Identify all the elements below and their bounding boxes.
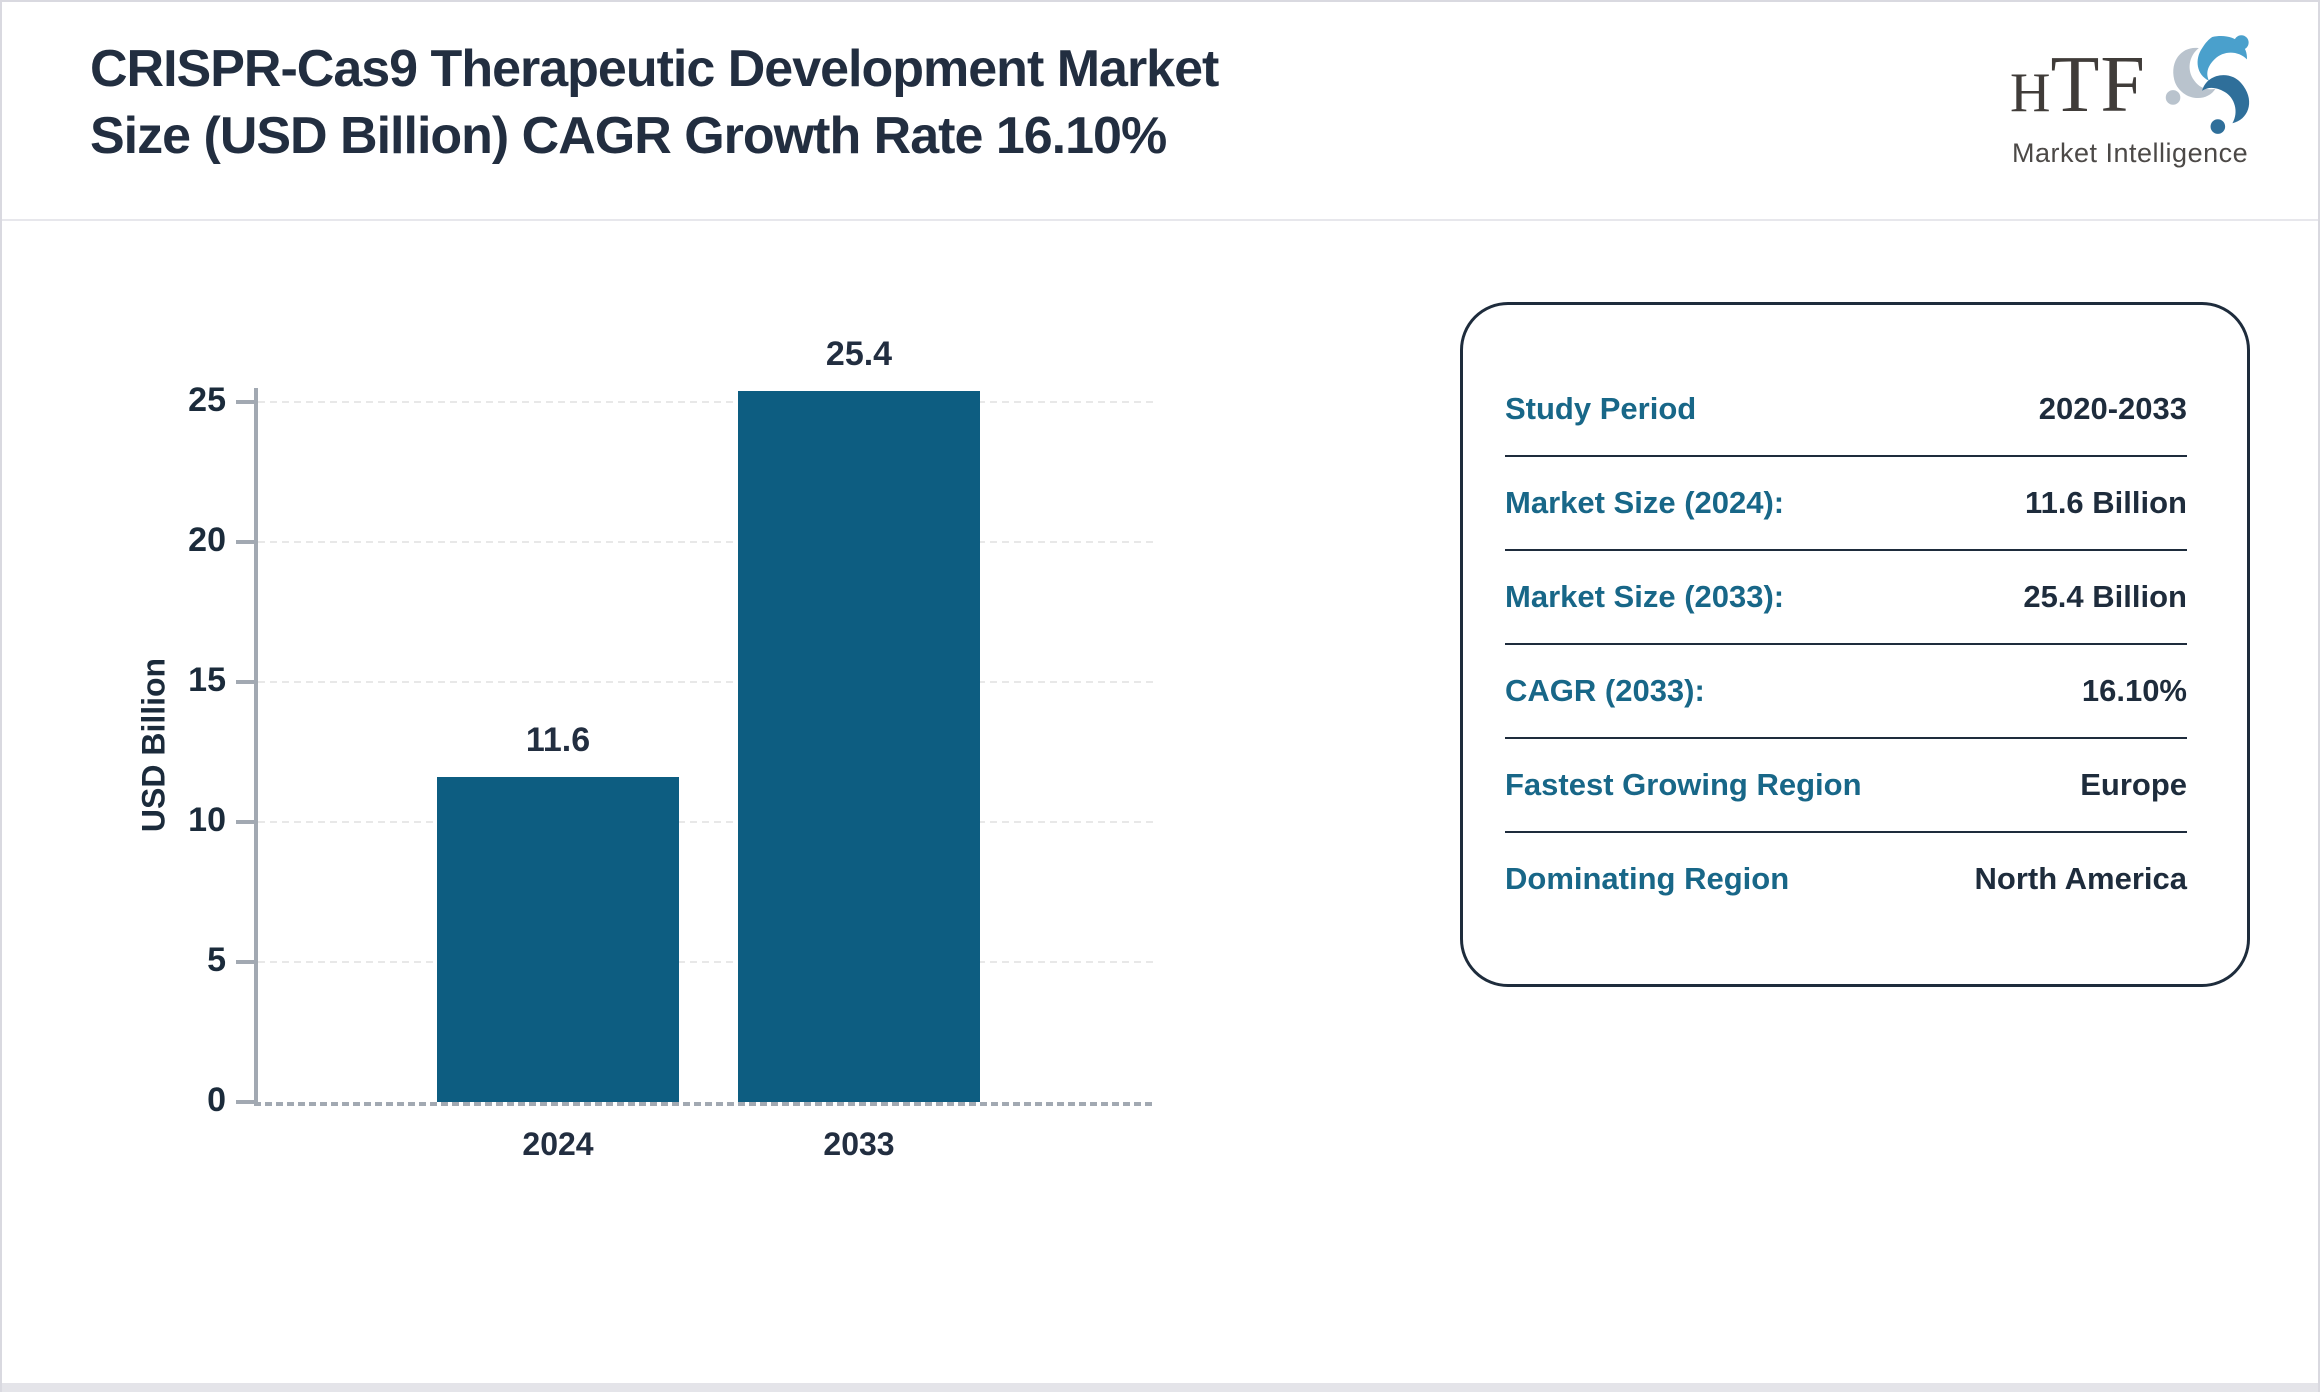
y-axis-line xyxy=(254,388,258,1106)
header-divider xyxy=(2,219,2318,221)
y-tick-mark xyxy=(236,820,254,824)
bar-chart: USD Billion 0 5 10 15 20 25 11.6 2024 25.4 2033 xyxy=(2,232,1242,1192)
bar-value-label: 11.6 xyxy=(525,721,591,760)
htf-logo-tf: TF xyxy=(2050,41,2146,129)
bottom-border-band xyxy=(2,1383,2318,1392)
gridline-y20 xyxy=(258,541,1155,543)
info-row-dominating-region: Dominating Region North America xyxy=(1505,833,2187,925)
info-value: North America xyxy=(1974,861,2187,896)
x-tick-label: 2033 xyxy=(823,1126,895,1162)
info-label: CAGR (2033): xyxy=(1505,673,1705,708)
gridline-y15 xyxy=(258,681,1155,683)
y-tick-mark xyxy=(236,680,254,684)
gridline-y25 xyxy=(258,401,1155,403)
y-tick-label: 0 xyxy=(207,1081,226,1119)
gridline-y10 xyxy=(258,821,1155,823)
info-row-market-size-2024: Market Size (2024): 11.6 Billion xyxy=(1505,457,2187,551)
gridline-y5 xyxy=(258,961,1155,963)
info-row-market-size-2033: Market Size (2033): 25.4 Billion xyxy=(1505,551,2187,645)
info-value: 16.10% xyxy=(2081,673,2187,708)
htf-logo-tagline: Market Intelligence xyxy=(2012,138,2249,168)
info-label: Study Period xyxy=(1505,391,1697,426)
header: CRISPR-Cas9 Therapeutic Development Mark… xyxy=(2,2,2318,219)
y-tick-label: 20 xyxy=(188,521,226,559)
page-title-line1: CRISPR-Cas9 Therapeutic Development Mark… xyxy=(90,40,1219,98)
htf-logo: HTF Market Intelligence xyxy=(2010,32,2270,168)
y-tick-label: 5 xyxy=(207,941,226,979)
htf-logo-h: H xyxy=(2010,62,2051,124)
info-value: 25.4 Billion xyxy=(2023,579,2187,614)
market-summary-panel: Study Period 2020-2033 Market Size (2024… xyxy=(1460,302,2250,987)
info-value: Europe xyxy=(2080,767,2187,802)
y-tick-mark xyxy=(236,960,254,964)
bar-value-label: 25.4 xyxy=(825,334,893,373)
info-value: 2020-2033 xyxy=(2038,391,2187,426)
htf-logo-text: HTF xyxy=(2010,40,2146,131)
info-row-fastest-growing-region: Fastest Growing Region Europe xyxy=(1505,739,2187,833)
info-row-cagr: CAGR (2033): 16.10% xyxy=(1505,645,2187,739)
y-tick-label: 10 xyxy=(188,801,226,839)
page-title-line2: Size (USD Billion) CAGR Growth Rate 16.1… xyxy=(90,107,1167,165)
y-tick-mark xyxy=(236,540,254,544)
x-tick-label: 2024 xyxy=(522,1126,594,1162)
page-title: CRISPR-Cas9 Therapeutic Development Mark… xyxy=(90,36,1219,170)
htf-swirl-icon xyxy=(2165,35,2250,134)
y-tick-label: 15 xyxy=(188,661,226,699)
y-tick-label: 25 xyxy=(188,381,226,419)
info-label: Fastest Growing Region xyxy=(1505,767,1862,802)
y-tick-mark xyxy=(236,1100,254,1104)
info-row-study-period: Study Period 2020-2033 xyxy=(1505,363,2187,457)
y-tick-mark xyxy=(236,400,254,404)
info-label: Market Size (2033): xyxy=(1505,579,1785,614)
info-value: 11.6 Billion xyxy=(2025,485,2187,520)
bar-2024 xyxy=(437,777,679,1102)
x-axis-line xyxy=(254,1102,1155,1106)
info-label: Market Size (2024): xyxy=(1505,485,1785,520)
info-label: Dominating Region xyxy=(1505,861,1790,896)
bar-2033 xyxy=(738,390,980,1102)
